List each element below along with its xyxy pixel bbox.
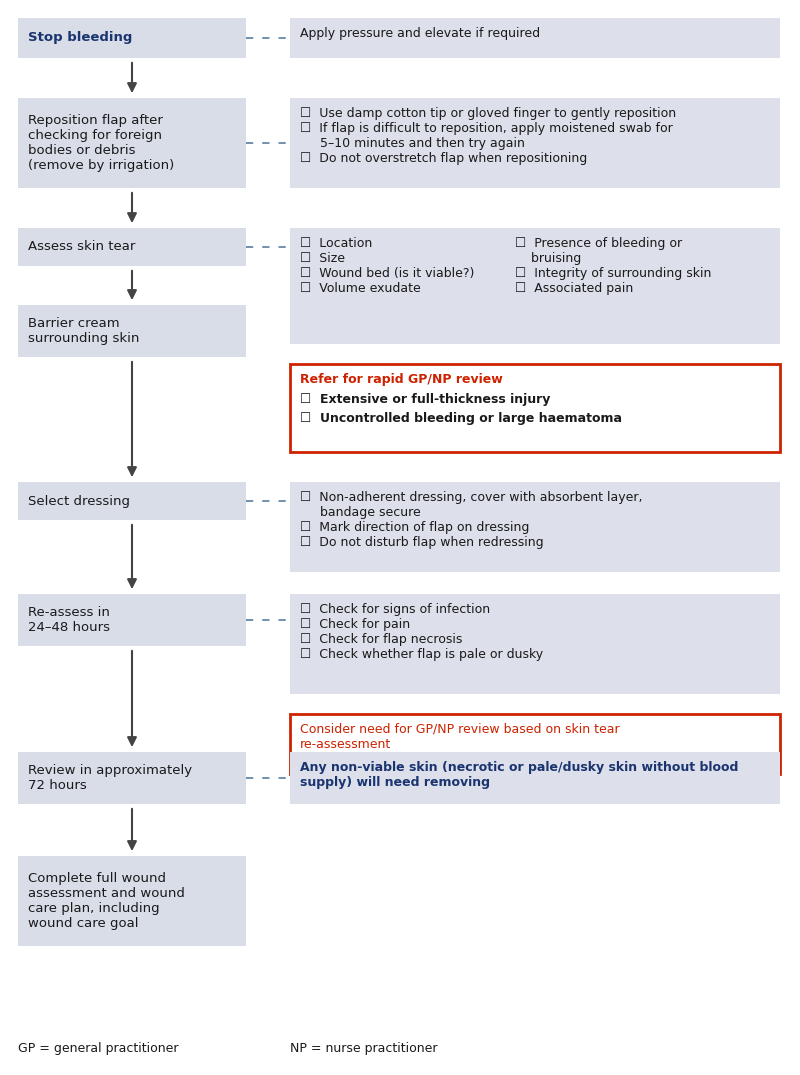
Text: ☐  Use damp cotton tip or gloved finger to gently reposition
☐  If flap is diffi: ☐ Use damp cotton tip or gloved finger t… (300, 108, 676, 164)
Text: Assess skin tear: Assess skin tear (28, 241, 135, 254)
Text: ☐  Extensive or full-thickness injury: ☐ Extensive or full-thickness injury (300, 393, 550, 406)
Text: Complete full wound
assessment and wound
care plan, including
wound care goal: Complete full wound assessment and wound… (28, 872, 185, 930)
Bar (18, 482, 246, 520)
Bar (290, 18, 780, 58)
Text: Barrier cream
surrounding skin: Barrier cream surrounding skin (28, 317, 139, 345)
Text: Consider need for GP/NP review based on skin tear
re-assessment: Consider need for GP/NP review based on … (300, 723, 620, 751)
Bar (290, 364, 780, 452)
Text: ☐  Uncontrolled bleeding or large haematoma: ☐ Uncontrolled bleeding or large haemato… (300, 412, 622, 425)
Text: ☐  Check for signs of infection
☐  Check for pain
☐  Check for flap necrosis
☐  : ☐ Check for signs of infection ☐ Check f… (300, 603, 543, 661)
Text: Re-assess in
24–48 hours: Re-assess in 24–48 hours (28, 606, 110, 634)
Text: Any non-viable skin (necrotic or pale/dusky skin without blood
supply) will need: Any non-viable skin (necrotic or pale/du… (300, 761, 738, 789)
Text: Select dressing: Select dressing (28, 494, 130, 507)
Text: Reposition flap after
checking for foreign
bodies or debris
(remove by irrigatio: Reposition flap after checking for forei… (28, 114, 174, 172)
Bar (18, 594, 246, 646)
Text: NP = nurse practitioner: NP = nurse practitioner (290, 1042, 438, 1055)
Bar (290, 98, 780, 188)
Text: Apply pressure and elevate if required: Apply pressure and elevate if required (300, 27, 540, 40)
Bar (18, 305, 246, 357)
Text: ☐  Location
☐  Size
☐  Wound bed (is it viable?)
☐  Volume exudate: ☐ Location ☐ Size ☐ Wound bed (is it via… (300, 236, 474, 295)
Text: ☐  Presence of bleeding or
    bruising
☐  Integrity of surrounding skin
☐  Asso: ☐ Presence of bleeding or bruising ☐ Int… (515, 236, 712, 295)
Text: Review in approximately
72 hours: Review in approximately 72 hours (28, 764, 192, 792)
Bar (290, 482, 780, 572)
Bar (18, 752, 246, 804)
Bar (18, 98, 246, 188)
Bar (290, 752, 780, 804)
Bar (290, 714, 780, 774)
Bar (18, 856, 246, 946)
Text: Stop bleeding: Stop bleeding (28, 31, 132, 44)
Bar (18, 18, 246, 58)
Bar (18, 228, 246, 266)
Bar (290, 228, 780, 344)
Text: GP = general practitioner: GP = general practitioner (18, 1042, 178, 1055)
Bar (290, 594, 780, 694)
Text: ☐  Non-adherent dressing, cover with absorbent layer,
     bandage secure
☐  Mar: ☐ Non-adherent dressing, cover with abso… (300, 491, 642, 549)
Text: Refer for rapid GP/NP review: Refer for rapid GP/NP review (300, 373, 502, 386)
